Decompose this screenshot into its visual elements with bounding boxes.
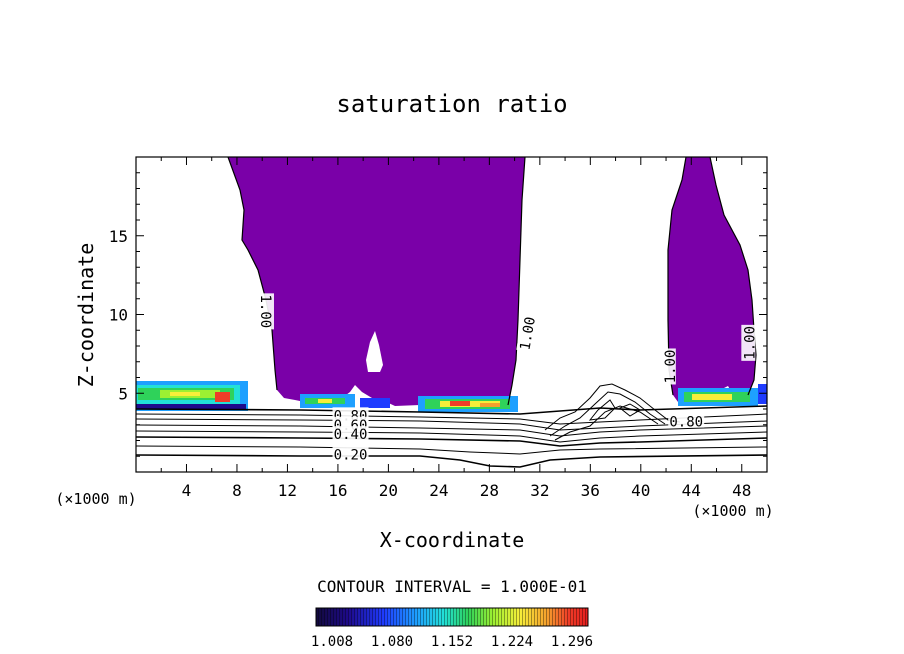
x-tick-label: 16	[328, 481, 347, 500]
y-tick-label: 5	[118, 384, 128, 403]
x-tick-label: 24	[429, 481, 448, 500]
colorbar-tick-label: 1.224	[491, 634, 533, 650]
contour-label: 1.00	[257, 294, 273, 328]
x-tick-label: 40	[631, 481, 650, 500]
contour-interval: CONTOUR INTERVAL = 1.000E-01	[317, 577, 587, 596]
contour-label-group: 0.20	[332, 446, 369, 464]
x-tick-label: 12	[278, 481, 297, 500]
contour-label-group: 1.00	[661, 348, 679, 385]
contour-label-group: 1.00	[516, 314, 539, 353]
colorbar-tick-label: 1.080	[371, 634, 413, 650]
contour-lines	[136, 383, 767, 468]
y-tick-label: 15	[109, 227, 128, 246]
contour-label-bg	[332, 446, 369, 461]
colorbar-ticks: 1.008 1.080 1.152 1.224 1.296	[311, 634, 593, 650]
cloud-band-right	[678, 384, 767, 406]
contour-label-group: 1.00	[257, 293, 274, 330]
x-tick-label: 20	[379, 481, 398, 500]
x-tick-label: 32	[530, 481, 549, 500]
contour-label-bg	[332, 426, 369, 441]
contour-label: 1.00	[663, 350, 679, 384]
x-tick-label: 48	[732, 481, 751, 500]
x-tick-label: 36	[581, 481, 600, 500]
contour-label: 0.80	[669, 415, 703, 431]
x-axis-label: X-coordinate	[380, 528, 525, 552]
y-axis: 5 10 15	[109, 172, 767, 457]
contour-label-bg	[661, 348, 676, 385]
contour-label-group: 0.80	[668, 413, 705, 431]
cloud-band-left	[136, 381, 248, 411]
contour-labels: 1.001.001.001.000.800.600.400.200.80	[257, 293, 758, 464]
contour-label: 0.40	[334, 427, 368, 443]
contour-label: 1.00	[517, 316, 539, 352]
colorbar-tick-label: 1.296	[551, 634, 593, 650]
y-tick-label: 10	[109, 306, 128, 325]
contour-label-bg	[259, 293, 274, 330]
x-tick-label: 4	[182, 481, 192, 500]
contour-1-00-center	[227, 157, 526, 406]
contour-label: 0.20	[334, 448, 368, 464]
contour-label-bg	[741, 324, 756, 361]
y-axis-label: Z-coordinate	[74, 243, 98, 388]
colorbar-hatch	[316, 608, 588, 626]
chart-title: saturation ratio	[336, 90, 567, 118]
x-axis: 4 8 12 16 20 24 28 32 36 40 44 48	[160, 157, 751, 500]
colorbar-tick-label: 1.152	[431, 634, 473, 650]
cloud-band-center	[418, 396, 518, 412]
x-unit-right: (×1000 m)	[692, 502, 773, 520]
x-tick-label: 28	[480, 481, 499, 500]
saturated-region-center	[228, 157, 525, 410]
cloud-band-mid	[300, 394, 390, 408]
saturated-region-right	[668, 157, 756, 402]
unsaturated-pocket	[366, 331, 383, 372]
x-unit-left: (×1000 m)	[55, 490, 136, 508]
x-tick-label: 44	[682, 481, 701, 500]
contour-label-bg	[668, 413, 705, 428]
x-tick-label: 8	[232, 481, 242, 500]
contour-label-group: 0.40	[332, 426, 369, 443]
contour-label: 1.00	[742, 326, 758, 360]
contour-label-group: 1.00	[741, 324, 758, 361]
contour-label-bg	[516, 314, 537, 353]
colorbar-tick-label: 1.008	[311, 634, 353, 650]
